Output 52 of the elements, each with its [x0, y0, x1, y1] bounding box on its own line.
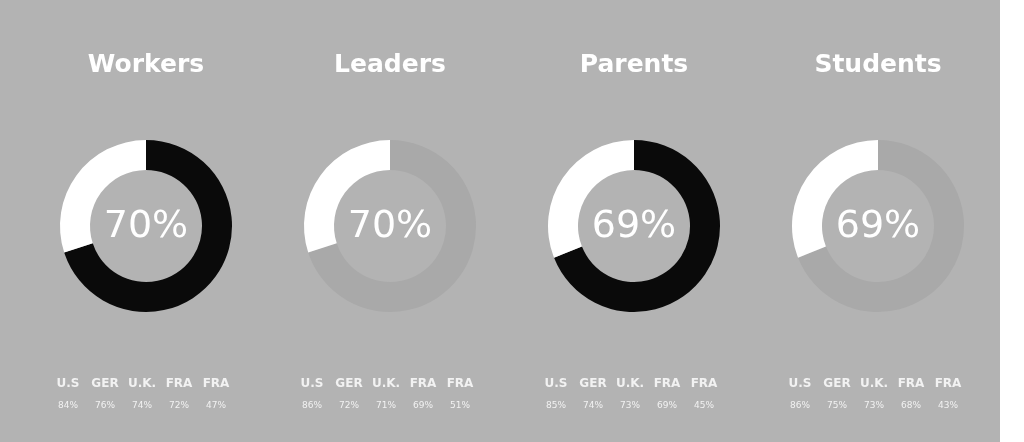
- text: 70%: [103, 202, 189, 246]
- text: 84%: [57, 400, 79, 410]
- donut-slice: [308, 140, 476, 312]
- text: 76%: [94, 400, 116, 410]
- text: 73%: [619, 400, 641, 410]
- text: 68%: [900, 400, 922, 410]
- text: GER: [91, 376, 119, 390]
- text: GER: [823, 376, 851, 390]
- text: FRA: [202, 376, 231, 390]
- text: U.K.: [615, 376, 645, 390]
- text: GER: [579, 376, 607, 390]
- text: U.S: [544, 376, 568, 390]
- chart-title: Leaders: [334, 49, 446, 78]
- text: U.K.: [859, 376, 889, 390]
- text: 51%: [449, 400, 471, 410]
- text: 72%: [338, 400, 360, 410]
- text: 75%: [826, 400, 848, 410]
- text: 69%: [835, 202, 921, 246]
- text: FRA: [165, 376, 194, 390]
- text: 72%: [168, 400, 190, 410]
- text: 69%: [591, 202, 677, 246]
- text: 70%: [347, 202, 433, 246]
- text: 86%: [789, 400, 811, 410]
- text: 71%: [375, 400, 397, 410]
- text: FRA: [653, 376, 682, 390]
- text: 43%: [937, 400, 959, 410]
- donut-slice: [554, 140, 720, 312]
- text: 74%: [131, 400, 153, 410]
- donut-slice: [64, 140, 232, 312]
- text: FRA: [934, 376, 963, 390]
- text: U.S: [788, 376, 812, 390]
- text: GER: [335, 376, 363, 390]
- text: 86%: [301, 400, 323, 410]
- text: FRA: [409, 376, 438, 390]
- chart-title: Students: [814, 49, 942, 78]
- text: FRA: [690, 376, 719, 390]
- text: 45%: [693, 400, 715, 410]
- donut-slice: [798, 140, 964, 312]
- text: U.S: [300, 376, 324, 390]
- chart-title: Workers: [87, 49, 205, 78]
- text: 74%: [582, 400, 604, 410]
- text: U.K.: [371, 376, 401, 390]
- text: 69%: [412, 400, 434, 410]
- text: U.K.: [127, 376, 157, 390]
- text: U.S: [56, 376, 80, 390]
- text: FRA: [897, 376, 926, 390]
- text: 73%: [863, 400, 885, 410]
- text: 47%: [205, 400, 227, 410]
- chart-title: Parents: [579, 49, 689, 78]
- text: 69%: [656, 400, 678, 410]
- text: FRA: [446, 376, 475, 390]
- text: 85%: [545, 400, 567, 410]
